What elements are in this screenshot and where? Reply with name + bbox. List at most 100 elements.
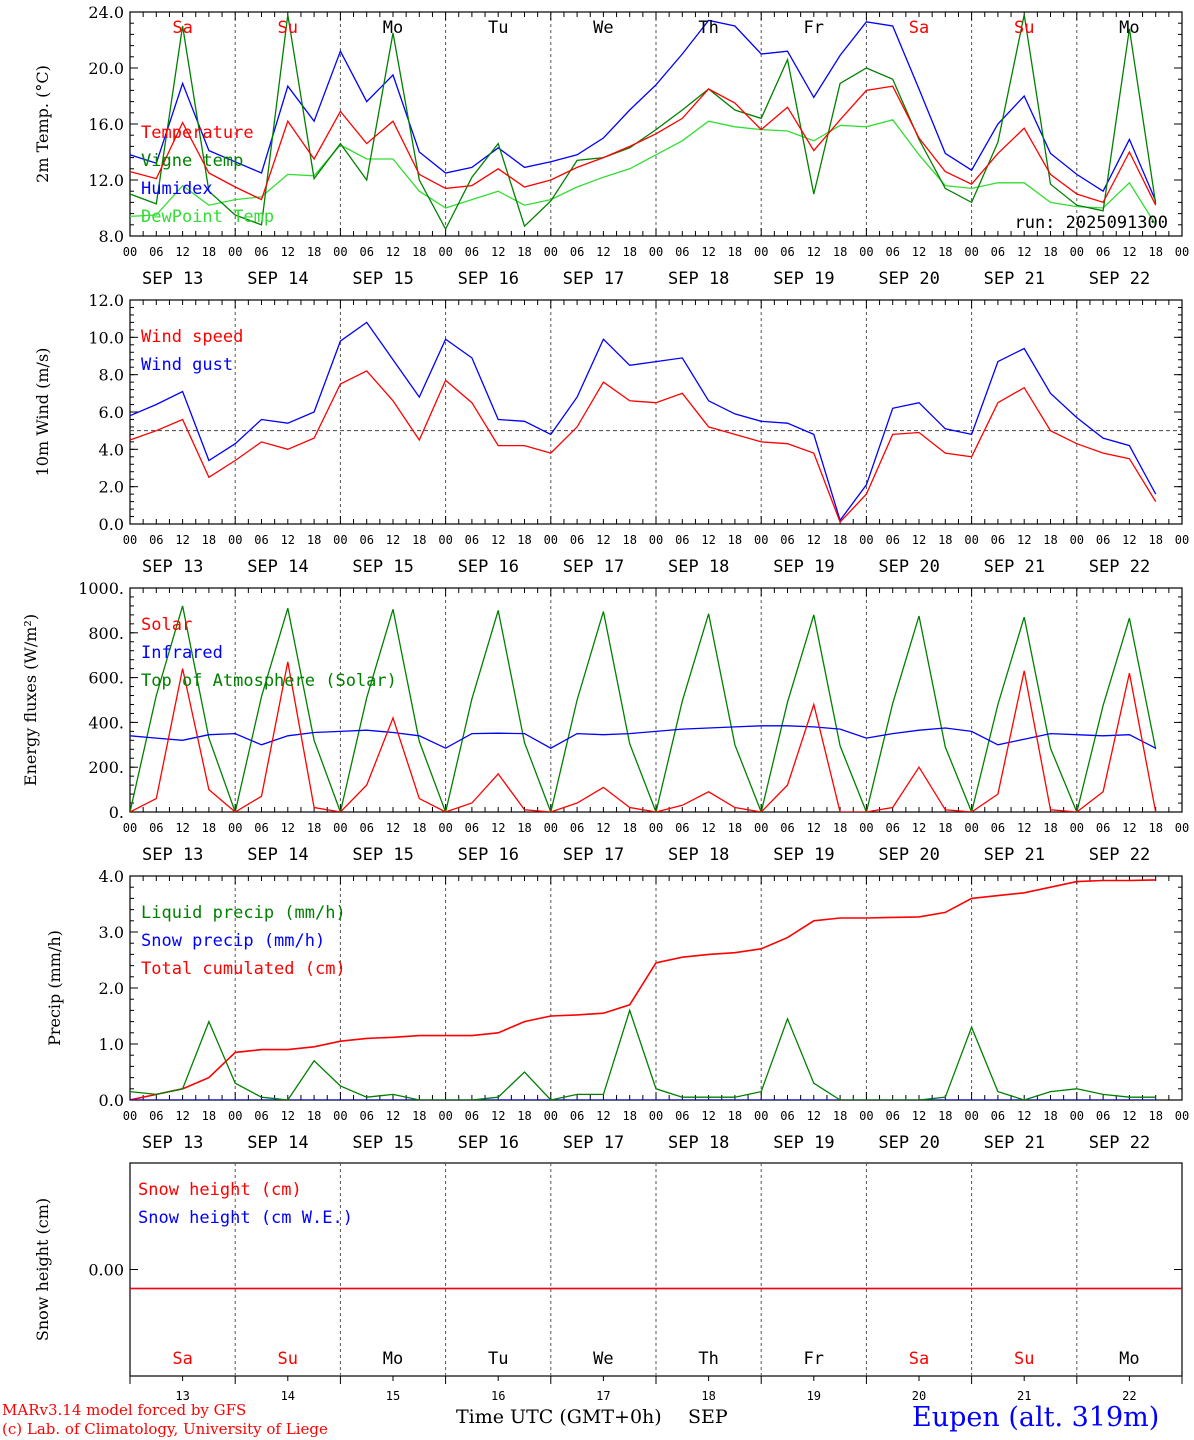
x-hour-label: 00 (228, 245, 242, 259)
x-hour-label: 06 (149, 1109, 163, 1123)
x-axis-label: Time UTC (GMT+0h) (456, 1406, 662, 1428)
x-hour-label: 18 (202, 245, 216, 259)
y-tick-label: 0.0 (99, 1091, 124, 1110)
x-hour-label: 18 (833, 533, 847, 547)
x-hour-label: 00 (123, 1109, 137, 1123)
day-name: Su (278, 1349, 298, 1369)
x-hour-label: 00 (1175, 533, 1189, 547)
x-hour-label: 12 (491, 1109, 505, 1123)
x-hour-label: 00 (123, 533, 137, 547)
x-hour-label: 06 (675, 533, 689, 547)
day-name: Th (698, 1349, 718, 1369)
x-hour-label: 18 (307, 533, 321, 547)
x-date-label: SEP 19 (773, 269, 834, 289)
x-hour-label: 18 (728, 821, 742, 835)
x-hour-label: 00 (1175, 821, 1189, 835)
x-hour-label: 06 (570, 533, 584, 547)
x-hour-label: 12 (701, 533, 715, 547)
day-name: Sa (909, 1349, 929, 1369)
x-hour-label: 12 (386, 1109, 400, 1123)
x-hour-label: 00 (438, 533, 452, 547)
x-hour-label: 00 (1070, 1109, 1084, 1123)
x-hour-label: 12 (1122, 245, 1136, 259)
panel-5 (129, 1162, 1183, 1384)
day-number: 22 (1122, 1389, 1136, 1403)
x-hour-label: 00 (438, 1109, 452, 1123)
series-line-solar (130, 661, 1157, 812)
x-hour-label: 18 (202, 533, 216, 547)
legend-entry: Humidex (141, 179, 213, 199)
day-name: We (593, 1349, 613, 1369)
x-hour-label: 18 (938, 1109, 952, 1123)
series-line-wind-gust (130, 321, 1157, 522)
x-date-label: SEP 16 (458, 557, 519, 577)
x-date-label: SEP 21 (984, 1133, 1045, 1153)
x-date-label: SEP 13 (142, 269, 203, 289)
x-hour-label: 12 (701, 1109, 715, 1123)
x-hour-label: 00 (754, 245, 768, 259)
x-hour-label: 12 (807, 533, 821, 547)
x-hour-label: 12 (386, 821, 400, 835)
series-line-dewpoint-temp (130, 119, 1157, 226)
y-tick-label: 2.0 (99, 478, 124, 497)
x-hour-label: 18 (202, 821, 216, 835)
x-hour-label: 00 (333, 821, 347, 835)
x-date-label: SEP 18 (668, 557, 729, 577)
x-date-label: SEP 20 (878, 1133, 939, 1153)
x-hour-label: 18 (833, 1109, 847, 1123)
day-name: Fr (804, 1349, 824, 1369)
day-number: 14 (281, 1389, 295, 1403)
x-hour-label: 18 (517, 533, 531, 547)
day-number: 17 (596, 1389, 610, 1403)
x-hour-label: 06 (885, 245, 899, 259)
x-hour-label: 18 (307, 245, 321, 259)
x-hour-label: 00 (544, 245, 558, 259)
x-hour-label: 12 (281, 1109, 295, 1123)
x-hour-label: 12 (491, 533, 505, 547)
x-hour-label: 18 (938, 245, 952, 259)
x-hour-label: 06 (1096, 533, 1110, 547)
y-axis-title: Snow height (cm) (33, 1198, 52, 1341)
y-tick-label: 0.00 (88, 1261, 124, 1280)
legend-entry: DewPoint Temp (141, 207, 274, 227)
x-hour-label: 06 (991, 533, 1005, 547)
x-hour-label: 06 (254, 245, 268, 259)
x-hour-label: 12 (807, 821, 821, 835)
y-tick-label: 800. (88, 624, 124, 643)
x-hour-label: 18 (517, 821, 531, 835)
y-tick-label: 600. (88, 669, 124, 688)
x-hour-label: 00 (649, 533, 663, 547)
plot-frame (129, 299, 1183, 525)
x-hour-label: 06 (780, 245, 794, 259)
x-hour-label: 00 (649, 245, 663, 259)
x-hour-label: 00 (1070, 533, 1084, 547)
x-hour-label: 12 (912, 245, 926, 259)
x-hour-label: 06 (1096, 1109, 1110, 1123)
x-hour-label: 00 (649, 1109, 663, 1123)
legend-entry: Snow height (cm) (138, 1180, 302, 1200)
x-hour-label: 06 (359, 1109, 373, 1123)
x-hour-label: 18 (622, 245, 636, 259)
x-hour-label: 00 (649, 821, 663, 835)
x-hour-label: 12 (596, 245, 610, 259)
x-hour-label: 12 (175, 821, 189, 835)
x-date-label: SEP 22 (1089, 557, 1150, 577)
series-line-vigne-temp (130, 14, 1157, 231)
x-hour-label: 18 (517, 1109, 531, 1123)
x-hour-label: 00 (228, 533, 242, 547)
x-hour-label: 18 (938, 821, 952, 835)
legend-entry: Liquid precip (mm/h) (141, 903, 346, 923)
x-date-label: SEP 17 (563, 1133, 624, 1153)
x-hour-label: 06 (465, 1109, 479, 1123)
y-axis-title: Energy fluxes (W/m²) (21, 614, 40, 786)
y-tick-label: 10.0 (88, 328, 124, 347)
x-date-label: SEP 17 (563, 845, 624, 865)
y-tick-label: 400. (88, 713, 124, 732)
x-hour-label: 00 (228, 1109, 242, 1123)
x-hour-label: 12 (1122, 1109, 1136, 1123)
x-hour-label: 18 (1043, 821, 1057, 835)
x-date-label: SEP 19 (773, 557, 834, 577)
x-hour-label: 06 (570, 1109, 584, 1123)
x-hour-label: 06 (991, 821, 1005, 835)
